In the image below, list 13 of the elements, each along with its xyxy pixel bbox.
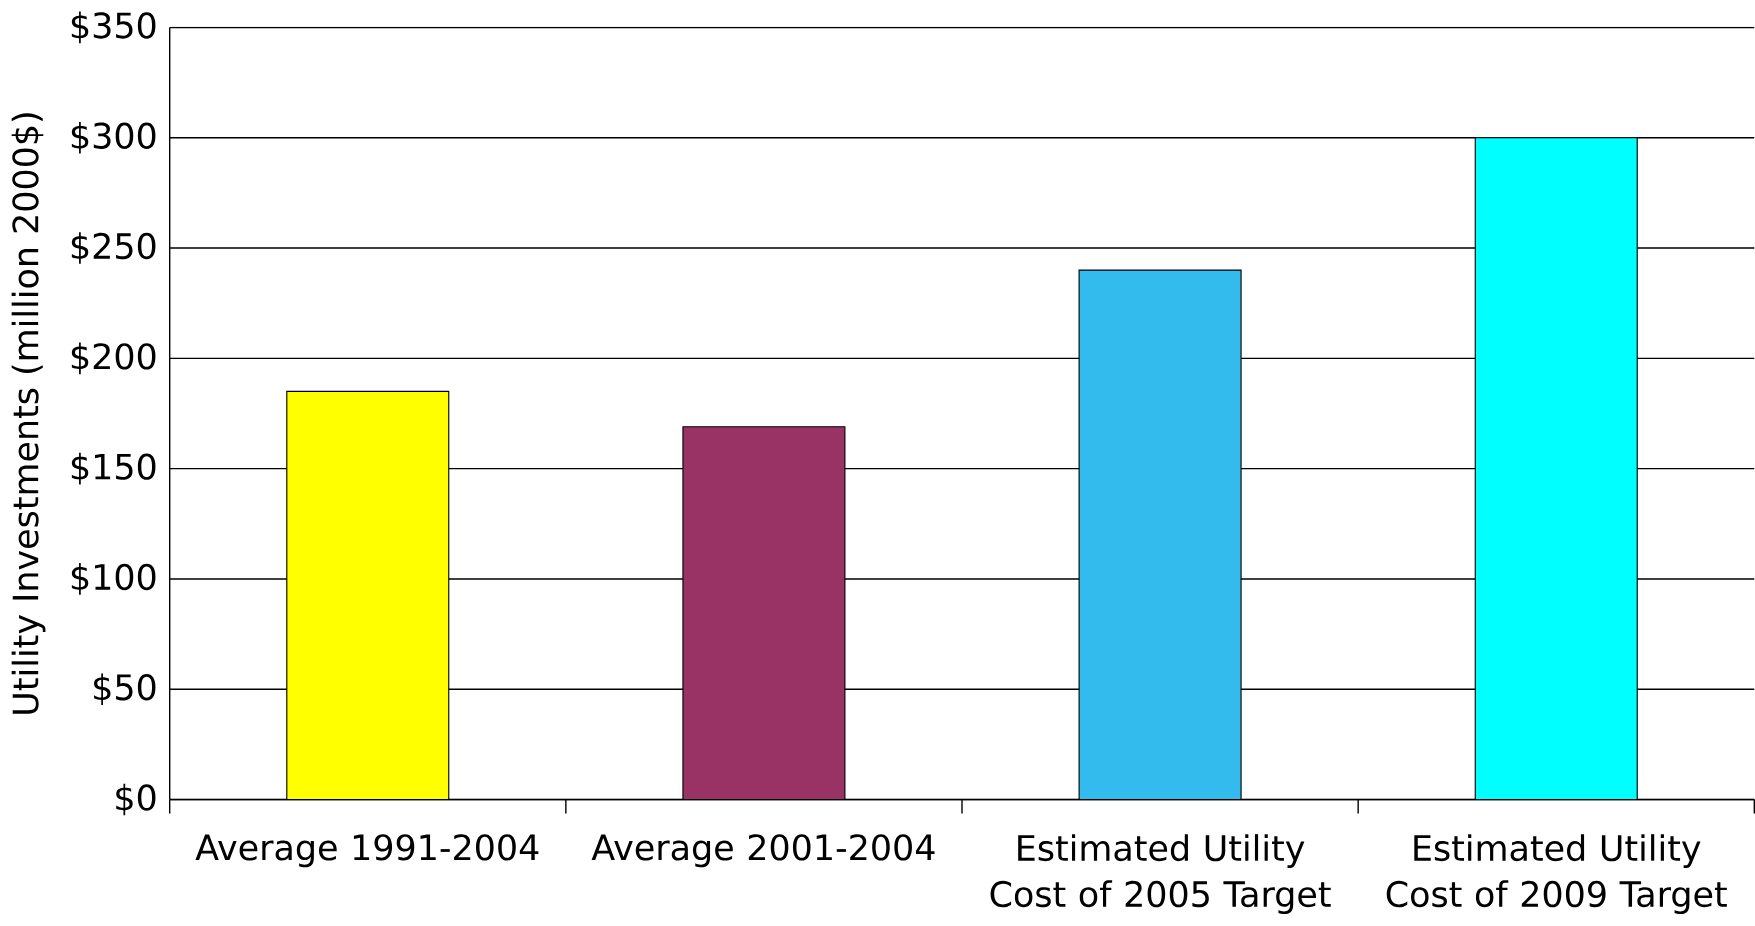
x-tick-label: Estimated Utility Cost of 2005 Target [990, 834, 1331, 915]
y-tick-label: $200 [71, 342, 156, 375]
y-tick-label: $0 [116, 783, 156, 816]
y-tick-label: $300 [71, 122, 156, 154]
y-tick-label: $150 [71, 452, 156, 485]
y-tick-label: $250 [71, 232, 156, 265]
x-tick-label: Estimated Utility Cost of 2009 Target [1386, 834, 1727, 915]
x-tick-label: Average 2001-2004 [591, 834, 935, 868]
y-axis-title: Utility Investments (million 2000$) [11, 113, 46, 714]
x-tick-label: Average 1991-2004 [195, 834, 539, 868]
y-tick-label: $350 [71, 11, 156, 44]
y-tick-label: $100 [71, 563, 156, 595]
y-tick-label: $50 [94, 673, 156, 706]
